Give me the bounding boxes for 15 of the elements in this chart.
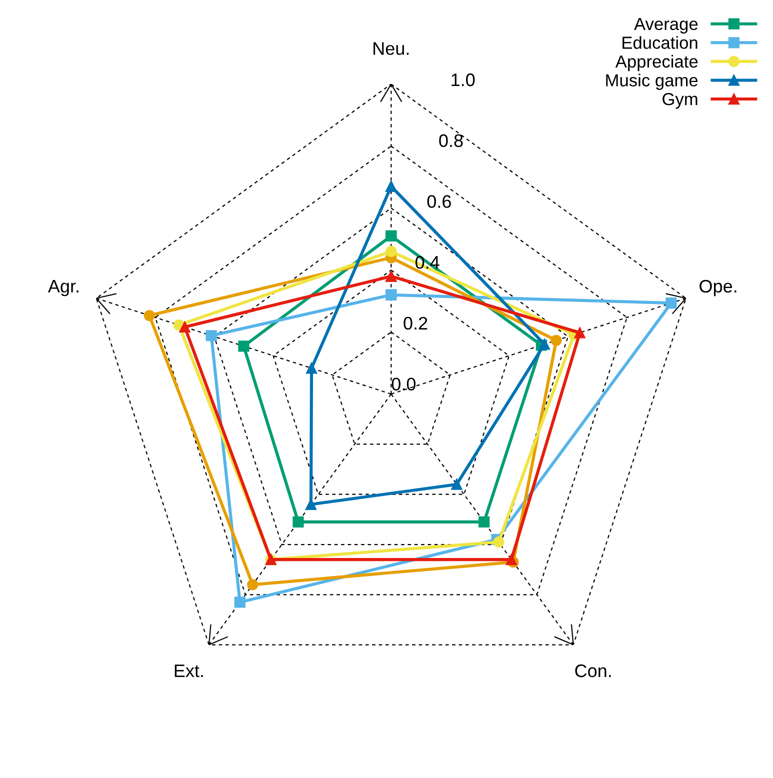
legend-label: Appreciate (615, 54, 698, 72)
y-tick-label: 1.0 (452, 73, 475, 86)
legend-label: Education (622, 36, 698, 49)
spoke-label: Agr. (48, 280, 78, 296)
y-tick-label: 0.2 (404, 316, 428, 330)
legend-label: Music game (606, 74, 698, 90)
y-tick-label: 0.6 (427, 195, 451, 208)
spoke-label: Ope. (700, 280, 736, 296)
y-tick-label: 0.0 (392, 378, 416, 390)
legend-label: Gym (662, 92, 698, 109)
legend-label: Average (634, 18, 698, 34)
spoke-label: Con. (575, 664, 611, 678)
spoke-label: Ext. (174, 664, 203, 678)
y-tick-label: 0.8 (439, 134, 463, 148)
spoke-label: Neu. (374, 42, 409, 55)
